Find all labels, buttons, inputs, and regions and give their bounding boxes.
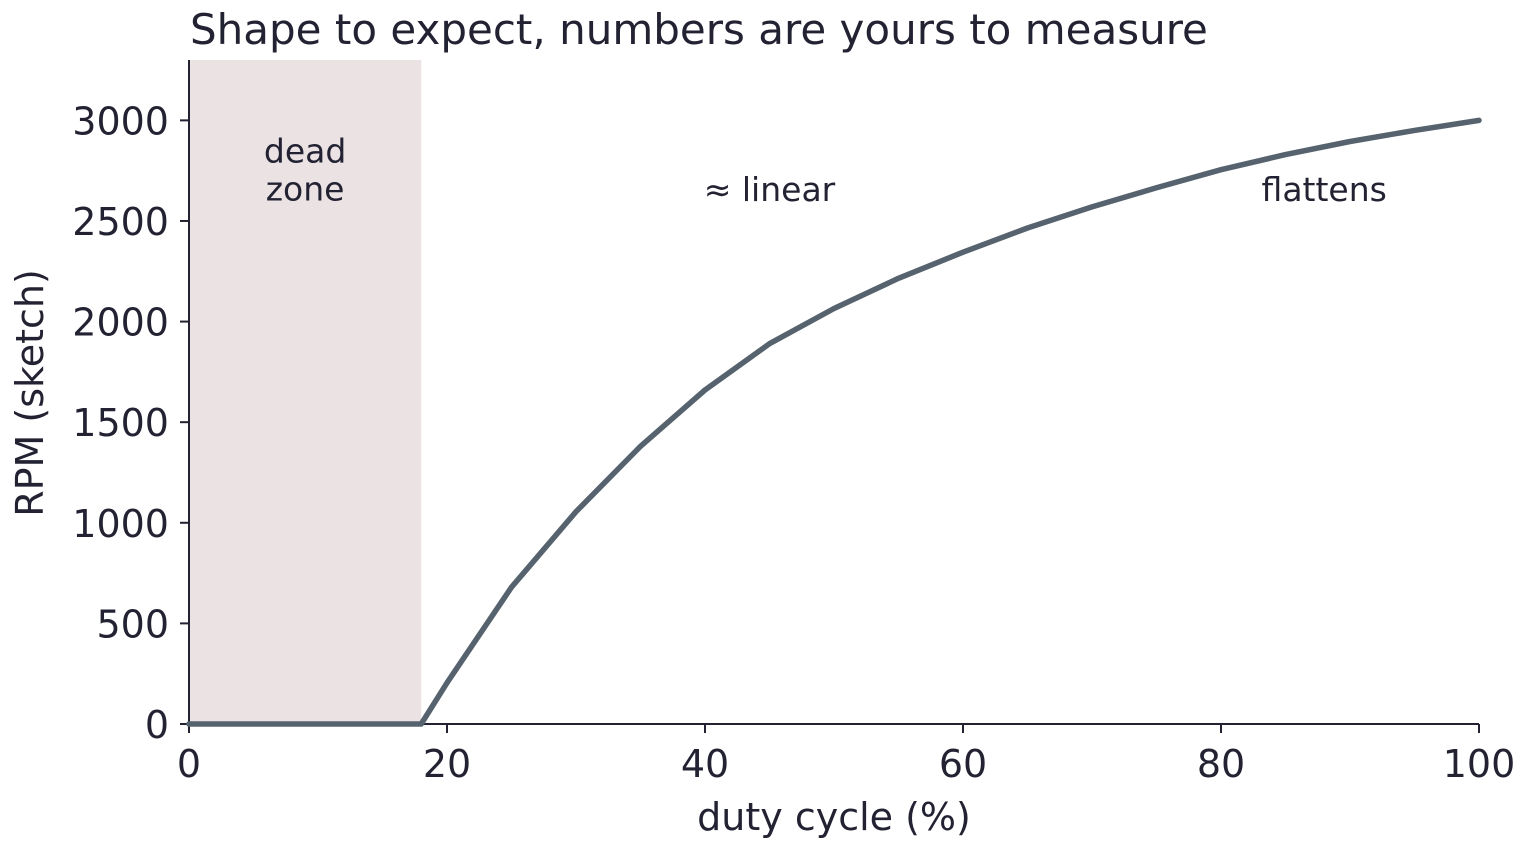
y-tick-label: 1500 xyxy=(72,401,169,445)
y-tick-label: 3000 xyxy=(72,99,169,143)
annotation: flattens xyxy=(1262,170,1387,209)
chart-title: Shape to expect, numbers are yours to me… xyxy=(190,5,1208,54)
x-tick-label: 80 xyxy=(1197,742,1245,786)
y-tick-label: 2000 xyxy=(72,301,169,345)
x-tick-label: 100 xyxy=(1443,742,1516,786)
x-tick-label: 60 xyxy=(939,742,987,786)
dead-zone-region xyxy=(189,60,422,724)
y-tick-label: 1000 xyxy=(72,502,169,546)
y-tick-label: 500 xyxy=(96,602,169,646)
annotation-line: zone xyxy=(266,170,345,209)
annotation: ≈ linear xyxy=(704,170,836,209)
annotation-line: dead xyxy=(264,132,346,171)
x-tick-label: 20 xyxy=(423,742,471,786)
annotation: dead zone xyxy=(264,132,346,209)
annotation-line: ≈ linear xyxy=(704,170,836,209)
series-line xyxy=(186,117,1482,727)
annotation-line: flattens xyxy=(1262,170,1387,209)
y-tick-label: 2500 xyxy=(72,200,169,244)
y-axis-label: RPM (sketch) xyxy=(8,269,52,517)
y-tick-label: 0 xyxy=(145,703,169,747)
x-tick-label: 0 xyxy=(177,742,201,786)
x-axis-label: duty cycle (%) xyxy=(697,795,971,839)
x-tick-label: 40 xyxy=(681,742,729,786)
